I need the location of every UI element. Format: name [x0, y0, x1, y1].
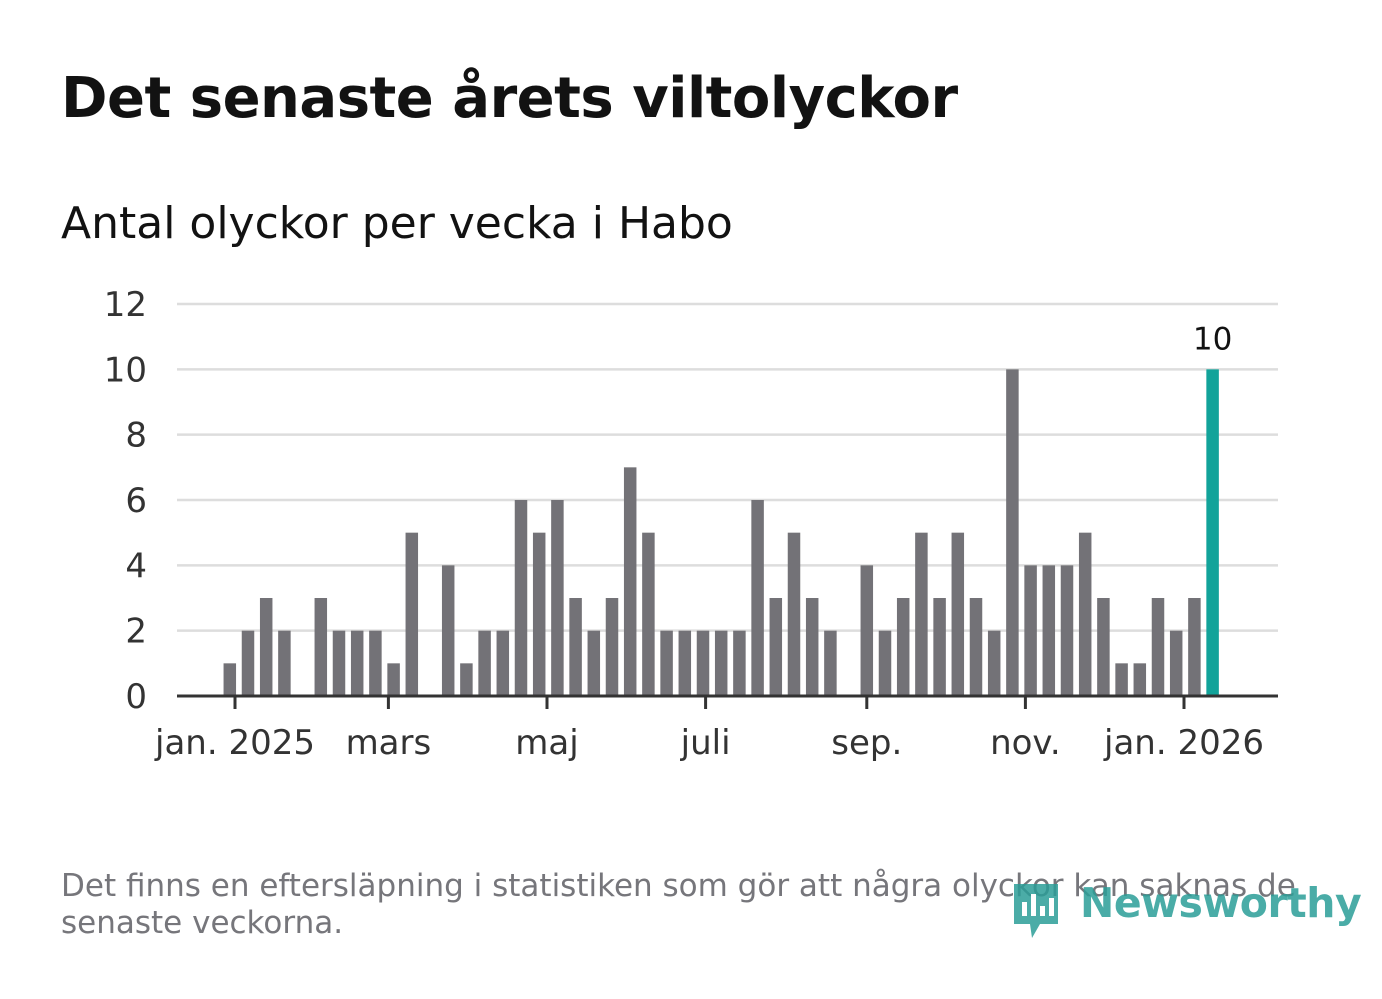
bar	[969, 598, 983, 696]
bar	[987, 630, 1001, 696]
bars	[223, 369, 1219, 696]
footnote: Det finns en eftersläpning i statistiken…	[61, 868, 1296, 941]
bar	[915, 532, 928, 696]
bar	[241, 630, 255, 696]
y-tick-label: 8	[125, 416, 147, 456]
bar	[496, 630, 510, 696]
x-tick-label: jan. 2026	[1103, 723, 1264, 763]
x-tick-label: mars	[346, 723, 432, 763]
bar	[1188, 598, 1201, 696]
bar	[1151, 598, 1165, 696]
bar	[350, 630, 364, 696]
bar	[387, 663, 400, 696]
y-tick-label: 4	[125, 546, 147, 586]
chart-subtitle: Antal olyckor per vecka i Habo	[61, 198, 733, 249]
bar	[441, 565, 455, 696]
bar-chart: 0 2 4 6 8 10 12 10 jan. 2025 mars maj juli sep. nov. j…	[104, 285, 1278, 763]
newsworthy-logo-icon	[1014, 884, 1058, 938]
bar	[478, 630, 491, 696]
bar	[714, 630, 728, 696]
bar	[805, 598, 819, 696]
bar	[787, 532, 801, 696]
y-tick-label: 12	[104, 285, 147, 325]
bar	[1060, 565, 1074, 696]
bar	[642, 532, 655, 696]
bar	[660, 630, 673, 696]
bar	[405, 532, 419, 696]
y-tick-label: 6	[125, 481, 147, 521]
bar	[933, 598, 946, 696]
axis-labels: 0 2 4 6 8 10 12 10 jan. 2025 mars maj juli sep. nov. j…	[104, 285, 1264, 763]
x-tick-label: juli	[680, 723, 731, 763]
bar	[751, 500, 764, 696]
highlight-value-label: 10	[1193, 321, 1232, 357]
bar	[223, 663, 237, 696]
bar	[460, 663, 473, 696]
axes	[177, 694, 1278, 709]
bar	[1169, 630, 1183, 696]
bar	[1097, 598, 1110, 696]
chart-title: Det senaste årets viltolyckor	[61, 66, 958, 131]
bar	[896, 598, 910, 696]
bar	[623, 467, 637, 696]
brand-logo: Newsworthy	[1010, 876, 1362, 946]
bar	[1133, 663, 1147, 696]
y-tick-label: 0	[125, 677, 147, 717]
bar	[605, 598, 619, 696]
bar	[532, 532, 546, 696]
bar	[1006, 369, 1019, 696]
bar	[1078, 532, 1092, 696]
x-tick-label: sep.	[831, 723, 902, 763]
brand-name: Newsworthy	[1080, 879, 1362, 927]
grid-lines	[177, 302, 1278, 632]
bar	[878, 630, 892, 696]
bar	[1115, 663, 1128, 696]
bar-highlight	[1206, 369, 1219, 696]
bar	[733, 630, 746, 696]
bar	[951, 532, 965, 696]
bar	[824, 630, 837, 696]
bar	[569, 598, 582, 696]
bar	[259, 598, 273, 696]
bar	[769, 598, 783, 696]
bar	[369, 630, 382, 696]
bar	[678, 630, 692, 696]
bar	[551, 500, 564, 696]
x-tick-label: maj	[515, 723, 578, 763]
bar	[1024, 565, 1037, 696]
bar	[278, 630, 291, 696]
bar	[514, 500, 528, 696]
bar	[696, 630, 710, 696]
x-tick-label: nov.	[990, 723, 1061, 763]
bar	[332, 630, 346, 696]
x-tick-label: jan. 2025	[154, 723, 315, 763]
y-tick-label: 10	[104, 350, 147, 390]
bar	[1042, 565, 1056, 696]
bar	[860, 565, 874, 696]
bar	[587, 630, 601, 696]
y-tick-label: 2	[125, 612, 147, 652]
bar	[314, 598, 328, 696]
